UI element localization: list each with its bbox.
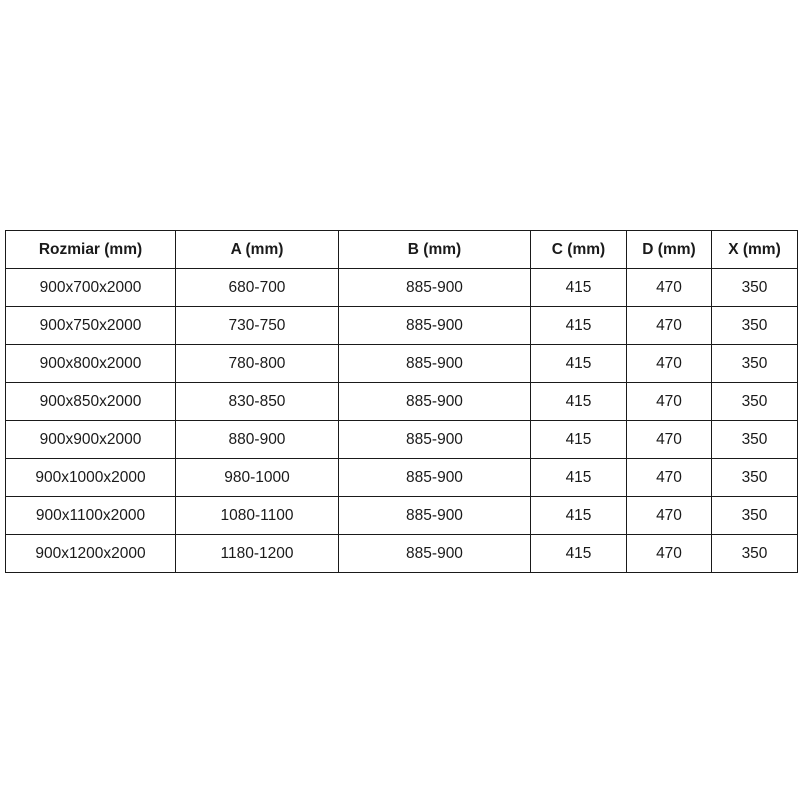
cell-b: 885-900 [338,268,531,307]
header-x: X (mm) [711,230,798,269]
cell-a: 680-700 [175,268,339,307]
cell-x: 350 [711,458,798,497]
cell-b: 885-900 [338,458,531,497]
table-row: 900x750x2000 730-750 885-900 415 470 350 [5,306,798,345]
cell-rozmiar: 900x900x2000 [5,420,176,459]
cell-rozmiar: 900x750x2000 [5,306,176,345]
cell-c: 415 [530,306,627,345]
cell-rozmiar: 900x800x2000 [5,344,176,383]
cell-x: 350 [711,534,798,573]
cell-d: 470 [626,344,712,383]
cell-c: 415 [530,382,627,421]
cell-a: 880-900 [175,420,339,459]
cell-c: 415 [530,458,627,497]
cell-x: 350 [711,306,798,345]
cell-b: 885-900 [338,534,531,573]
header-c: C (mm) [530,230,627,269]
dimensions-table: Rozmiar (mm) A (mm) B (mm) C (mm) D (mm)… [5,230,798,573]
cell-a: 980-1000 [175,458,339,497]
cell-b: 885-900 [338,420,531,459]
cell-a: 780-800 [175,344,339,383]
cell-b: 885-900 [338,306,531,345]
header-b: B (mm) [338,230,531,269]
cell-rozmiar: 900x700x2000 [5,268,176,307]
cell-x: 350 [711,382,798,421]
cell-rozmiar: 900x1100x2000 [5,496,176,535]
table-row: 900x1000x2000 980-1000 885-900 415 470 350 [5,458,798,497]
table-header-row: Rozmiar (mm) A (mm) B (mm) C (mm) D (mm)… [5,230,798,269]
cell-b: 885-900 [338,344,531,383]
cell-c: 415 [530,268,627,307]
cell-b: 885-900 [338,496,531,535]
cell-x: 350 [711,496,798,535]
cell-x: 350 [711,268,798,307]
cell-d: 470 [626,534,712,573]
cell-x: 350 [711,344,798,383]
header-d: D (mm) [626,230,712,269]
cell-c: 415 [530,344,627,383]
cell-d: 470 [626,420,712,459]
cell-a: 730-750 [175,306,339,345]
cell-rozmiar: 900x1000x2000 [5,458,176,497]
cell-b: 885-900 [338,382,531,421]
table-row: 900x900x2000 880-900 885-900 415 470 350 [5,420,798,459]
cell-c: 415 [530,420,627,459]
table-row: 900x850x2000 830-850 885-900 415 470 350 [5,382,798,421]
cell-c: 415 [530,496,627,535]
header-rozmiar: Rozmiar (mm) [5,230,176,269]
cell-a: 1080-1100 [175,496,339,535]
cell-d: 470 [626,458,712,497]
cell-x: 350 [711,420,798,459]
cell-a: 830-850 [175,382,339,421]
cell-d: 470 [626,306,712,345]
table-row: 900x800x2000 780-800 885-900 415 470 350 [5,344,798,383]
table-row: 900x700x2000 680-700 885-900 415 470 350 [5,268,798,307]
cell-rozmiar: 900x1200x2000 [5,534,176,573]
cell-c: 415 [530,534,627,573]
table-row: 900x1100x2000 1080-1100 885-900 415 470 350 [5,496,798,535]
cell-d: 470 [626,382,712,421]
cell-rozmiar: 900x850x2000 [5,382,176,421]
table-row: 900x1200x2000 1180-1200 885-900 415 470 350 [5,534,798,573]
header-a: A (mm) [175,230,339,269]
cell-d: 470 [626,496,712,535]
cell-a: 1180-1200 [175,534,339,573]
cell-d: 470 [626,268,712,307]
